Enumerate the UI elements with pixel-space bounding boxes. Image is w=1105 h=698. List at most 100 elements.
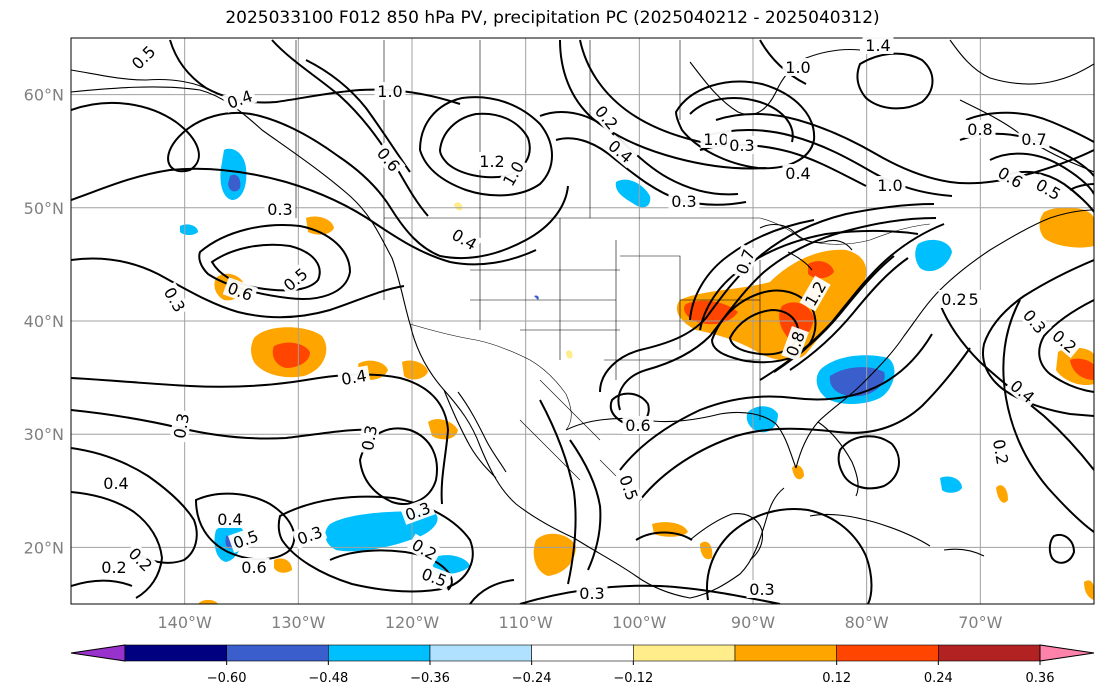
latitude-labels: 60°N 50°N 40°N 30°N 20°N bbox=[24, 86, 64, 558]
svg-text:1.0: 1.0 bbox=[785, 58, 810, 77]
pv-contour bbox=[569, 439, 602, 571]
pv-contour bbox=[71, 409, 379, 440]
pv-contour bbox=[198, 224, 352, 300]
longitude-label: 120°W bbox=[385, 613, 440, 632]
longitude-label: 130°W bbox=[271, 613, 326, 632]
svg-text:0.3: 0.3 bbox=[170, 412, 193, 440]
contour-label: 0.3 bbox=[668, 192, 700, 211]
precip-negative-core bbox=[228, 174, 241, 192]
contour-label: 0.3 bbox=[169, 408, 193, 443]
pv-contour bbox=[705, 129, 953, 197]
precip-negative-area bbox=[432, 555, 470, 574]
cuba bbox=[809, 513, 931, 547]
pv-contour bbox=[71, 491, 164, 599]
pv-contour bbox=[358, 427, 438, 505]
pv-contour bbox=[639, 347, 971, 501]
contour-label: 0.6 bbox=[622, 416, 654, 435]
svg-text:0.3: 0.3 bbox=[749, 580, 774, 599]
baja-inner bbox=[457, 391, 507, 473]
pv-contour bbox=[1038, 299, 1094, 393]
precip-positive-area bbox=[198, 599, 218, 604]
pv-contour bbox=[699, 230, 919, 331]
longitude-label: 70°W bbox=[958, 613, 1002, 632]
longitude-label: 140°W bbox=[157, 613, 212, 632]
svg-text:0.6: 0.6 bbox=[625, 416, 650, 435]
pv-contour bbox=[856, 52, 934, 110]
pv-contour bbox=[539, 399, 577, 585]
svg-text:0.3: 0.3 bbox=[267, 200, 292, 219]
contour-label: 0.3 bbox=[264, 200, 296, 219]
us-canada-border bbox=[384, 217, 931, 245]
precip-positive-area bbox=[402, 360, 428, 380]
pv-contour bbox=[965, 111, 1094, 143]
contour-label: 0.2 bbox=[98, 558, 130, 577]
yucatan bbox=[689, 513, 764, 561]
longitude-label: 110°W bbox=[498, 613, 553, 632]
colorbar-tick-label: −0.24 bbox=[512, 671, 552, 686]
pv-contour bbox=[305, 59, 411, 173]
map-border bbox=[70, 37, 1095, 605]
latitude-label: 40°N bbox=[24, 312, 64, 331]
longitude-label: 80°W bbox=[845, 613, 889, 632]
contour-label: 0.8 bbox=[964, 120, 996, 139]
precip-positive-area bbox=[700, 541, 713, 560]
gulf-coastline bbox=[565, 411, 797, 469]
precip-positive-area bbox=[454, 202, 463, 211]
svg-text:0.2: 0.2 bbox=[989, 438, 1012, 466]
precip-positive-area bbox=[533, 533, 576, 576]
hispaniola bbox=[943, 548, 985, 557]
svg-text:0.4: 0.4 bbox=[340, 366, 368, 389]
colorbar-swatch bbox=[124, 644, 227, 662]
colorbar-swatch bbox=[226, 644, 329, 662]
svg-text:0.4: 0.4 bbox=[217, 510, 242, 529]
contour-label: 0.3 bbox=[159, 281, 191, 318]
contour-label: 0.6 bbox=[238, 558, 270, 577]
pv-contour bbox=[559, 39, 767, 170]
colorbar-swatch bbox=[633, 644, 736, 662]
pv-contour bbox=[689, 219, 815, 321]
pv-contour bbox=[689, 97, 794, 143]
svg-text:0.4: 0.4 bbox=[103, 474, 128, 493]
contour-label: 0.3 bbox=[726, 136, 758, 155]
contour-label: 0.2 bbox=[989, 434, 1013, 469]
pv-contour bbox=[555, 137, 747, 206]
colorbar-high-extend bbox=[1039, 644, 1095, 662]
baja-california bbox=[443, 389, 497, 479]
colorbar-tick-labels: −0.60−0.48−0.36−0.24−0.120.120.240.360.4… bbox=[207, 671, 1055, 686]
contour-label: 1.4 bbox=[862, 36, 894, 55]
pv-contour bbox=[418, 96, 553, 197]
contour-label: 1.0 bbox=[374, 82, 406, 101]
precip-positive-area bbox=[996, 485, 1008, 503]
svg-text:1.0: 1.0 bbox=[377, 82, 402, 101]
pv-contour bbox=[579, 39, 711, 145]
pv-contour bbox=[599, 203, 935, 393]
contour-label: 0.4 bbox=[214, 510, 246, 529]
pv-contour bbox=[789, 257, 909, 371]
hudson-bay-coastline bbox=[689, 48, 861, 116]
svg-text:0.8: 0.8 bbox=[967, 120, 992, 139]
svg-text:0.3: 0.3 bbox=[729, 136, 754, 155]
map-panel bbox=[70, 37, 1095, 605]
greenland-edge bbox=[949, 39, 1094, 85]
colorbar-segments bbox=[124, 644, 1041, 665]
colorbar-tick-label: −0.60 bbox=[207, 671, 247, 686]
pv-contour bbox=[759, 39, 807, 85]
precip-negative-area bbox=[746, 406, 778, 433]
contour-label: 0.3 bbox=[746, 580, 778, 599]
precip-positive-core bbox=[272, 342, 310, 368]
us-mexico-border bbox=[409, 323, 572, 431]
precip-positive-area bbox=[274, 558, 292, 573]
precip-positive-core bbox=[1070, 358, 1094, 380]
colorbar-swatch bbox=[938, 644, 1041, 662]
colorbar-tick-label: 0.36 bbox=[1026, 671, 1055, 686]
precip-negative-area bbox=[534, 295, 539, 300]
colorbar: −0.60−0.48−0.36−0.24−0.120.120.240.360.4… bbox=[70, 644, 1095, 686]
svg-text:1.0: 1.0 bbox=[703, 130, 728, 149]
contour-label: 0.4 bbox=[100, 474, 132, 493]
svg-text:0.4: 0.4 bbox=[785, 164, 810, 183]
svg-text:1.2: 1.2 bbox=[479, 152, 504, 171]
pv-contour bbox=[706, 508, 873, 604]
precip-positive-area bbox=[566, 350, 573, 359]
pv-contour bbox=[71, 101, 569, 259]
